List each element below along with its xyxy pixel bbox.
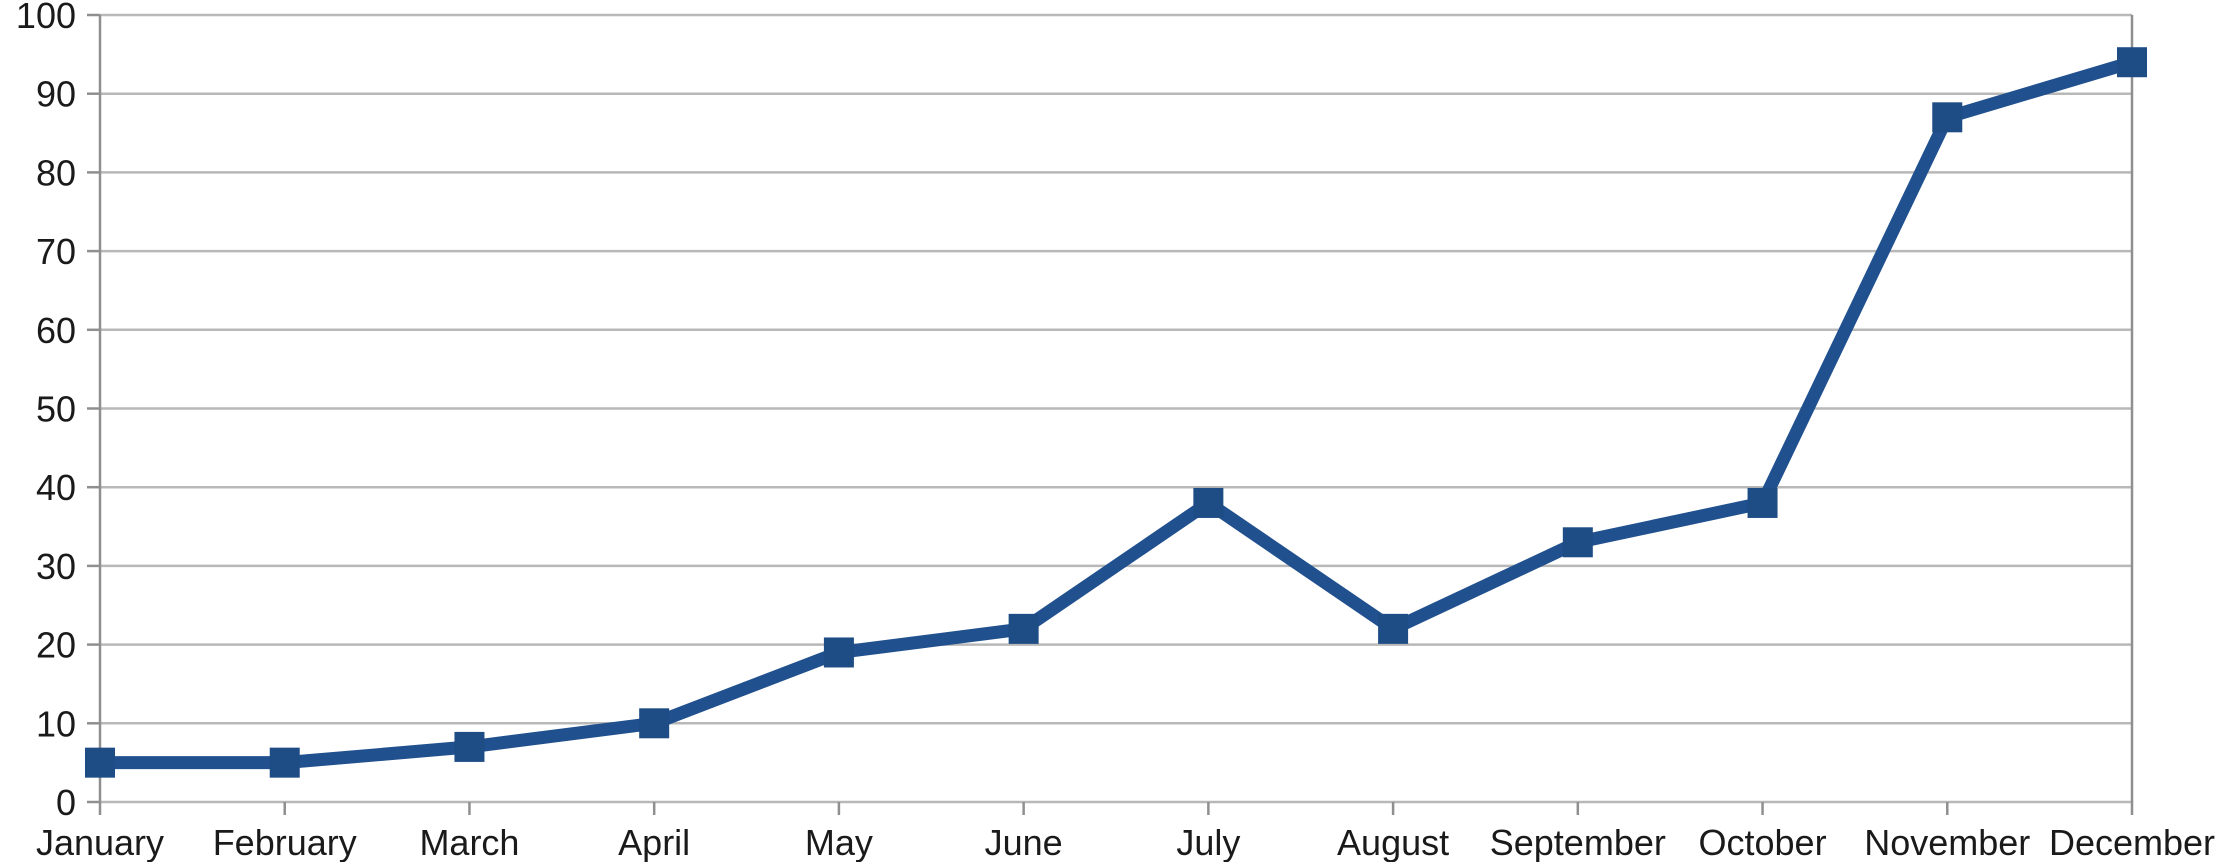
x-axis-tick-label: June [985,822,1063,862]
y-axis-tick-label: 40 [36,467,76,508]
y-axis-tick-label: 20 [36,625,76,666]
x-axis-tick-label: April [618,822,690,862]
data-point-marker [823,637,854,668]
y-axis-tick-label: 0 [56,782,76,823]
x-axis-tick-label: October [1699,822,1827,862]
x-axis-tick-label: September [1490,822,1666,862]
data-point-marker [1562,527,1593,558]
x-axis-tick-label: July [1176,822,1240,862]
data-point-marker [269,747,300,778]
data-series-line [100,55,2134,770]
y-axis-tick-label: 70 [36,231,76,272]
x-axis-tick-label: March [419,822,519,862]
x-axis-tick-label: February [213,822,357,862]
x-axis-tick-label: August [1337,822,1449,862]
data-point-marker [1378,613,1409,644]
data-point-marker [1747,487,1778,518]
x-axis-tick-label: May [805,822,873,862]
x-axis-tick-label: November [1864,822,2030,862]
y-axis-tick-label: 90 [36,74,76,115]
y-axis-tick-label: 50 [36,389,76,430]
data-point-marker [1932,102,1963,133]
y-axis-tick-label: 80 [36,152,76,193]
y-axis-tick-label: 10 [36,703,76,744]
x-axis-tick-label: January [36,822,164,862]
data-point-marker [1008,613,1039,644]
y-axis-tick-label: 100 [16,0,76,36]
y-axis-tick-label: 60 [36,310,76,351]
data-point-marker [85,747,115,778]
data-point-marker [2117,47,2147,78]
y-axis-tick-label: 30 [36,546,76,587]
x-axis-tick-label: December [2049,822,2215,862]
data-point-marker [454,731,485,762]
data-point-marker [1193,487,1224,518]
data-point-marker [639,708,670,739]
